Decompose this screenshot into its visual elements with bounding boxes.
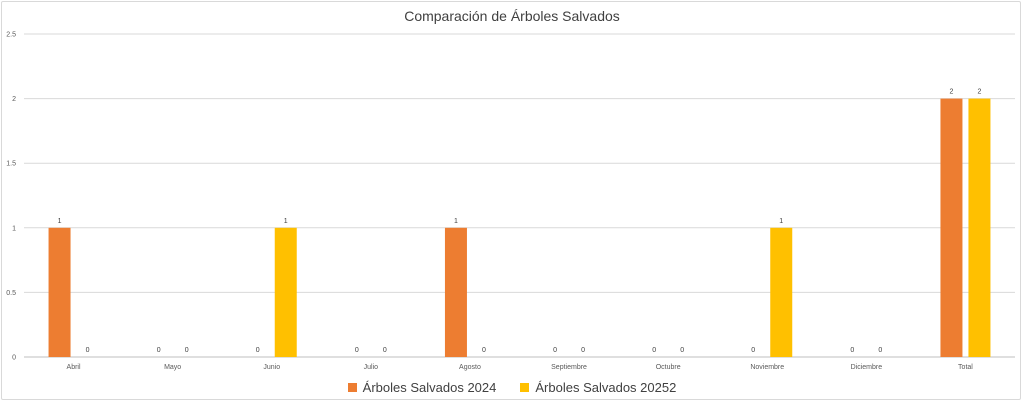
x-tick-label: Julio [364, 364, 379, 371]
data-label: 2 [977, 89, 981, 96]
data-label: 0 [680, 347, 684, 354]
data-label: 1 [58, 218, 62, 225]
data-label: 0 [850, 347, 854, 354]
x-tick-label: Junio [263, 364, 280, 371]
y-tick-label: 0 [12, 355, 16, 362]
bar-2025-noviembre [770, 227, 793, 357]
data-label: 1 [779, 218, 783, 225]
data-label: 1 [284, 218, 288, 225]
bar-2025-junio [274, 227, 297, 357]
data-label: 1 [454, 218, 458, 225]
data-label: 0 [751, 347, 755, 354]
y-tick-label: 1 [12, 225, 16, 232]
x-tick-label: Diciembre [851, 364, 883, 371]
data-label: 0 [383, 347, 387, 354]
chart-title: Comparación de Árboles Salvados [404, 8, 620, 24]
data-label: 0 [652, 347, 656, 354]
x-tick-label: Noviembre [750, 364, 784, 371]
legend-item-2024: Árboles Salvados 2024 [347, 380, 497, 395]
y-axis: 0 0.5 1 1.5 2 2.5 [6, 32, 16, 362]
data-label: 0 [185, 347, 189, 354]
y-tick-label: 2 [12, 96, 16, 103]
bar-2025-total [968, 98, 991, 357]
legend-label-2024: Árboles Salvados 2024 [362, 380, 497, 395]
bar-2024-agosto [444, 227, 467, 357]
gridlines [24, 33, 1015, 358]
y-tick-label: 0.5 [6, 290, 16, 297]
y-tick-label: 2.5 [6, 32, 16, 39]
data-label: 0 [553, 347, 557, 354]
x-axis: Abril Mayo Junio Julio Agosto Septiembre Octub… [67, 364, 974, 371]
legend-item-2025: Árboles Salvados 20252 [520, 380, 676, 395]
bar-2024-abril [48, 227, 71, 357]
x-tick-label: Abril [67, 364, 81, 371]
data-label: 0 [355, 347, 359, 354]
data-label: 0 [581, 347, 585, 354]
y-tick-label: 1.5 [6, 161, 16, 168]
data-label: 0 [256, 347, 260, 354]
x-tick-label: Agosto [459, 364, 481, 371]
bars [48, 98, 991, 357]
legend-swatch-2025 [520, 383, 530, 392]
legend-label-2025: Árboles Salvados 20252 [535, 380, 677, 395]
x-tick-label: Septiembre [551, 364, 587, 371]
data-label: 0 [878, 347, 882, 354]
legend-swatch-2024 [347, 383, 357, 392]
x-tick-label: Total [958, 364, 973, 371]
legend: Árboles Salvados 2024 Árboles Salvados 2… [0, 380, 1024, 395]
data-label: 0 [482, 347, 486, 354]
data-label: 2 [949, 89, 953, 96]
bar-2024-total [940, 98, 963, 357]
x-tick-label: Mayo [164, 364, 181, 371]
data-labels: 1 0 0 0 0 1 0 0 1 0 0 0 0 0 0 1 0 0 2 2 [58, 89, 982, 354]
data-label: 0 [86, 347, 90, 354]
x-tick-label: Octubre [656, 364, 681, 371]
data-label: 0 [157, 347, 161, 354]
